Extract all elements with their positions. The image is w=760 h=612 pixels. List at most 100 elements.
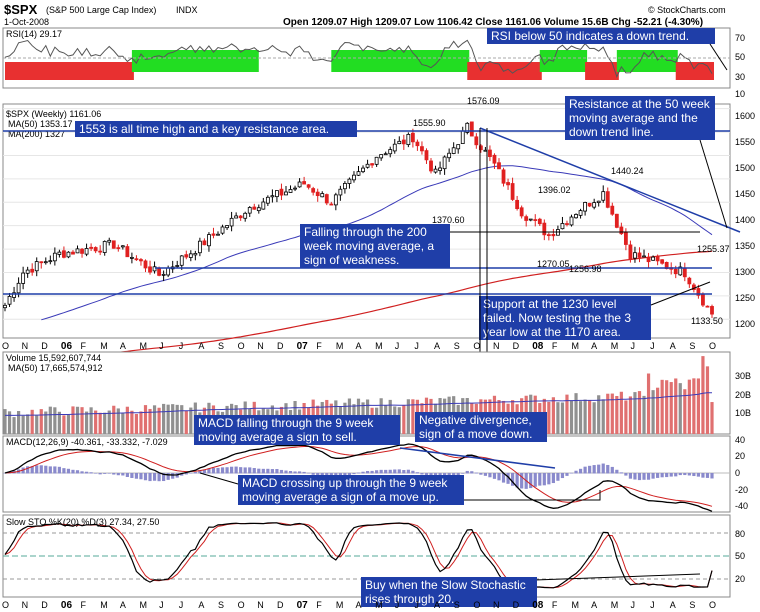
x-axis-tick-label: N: [22, 600, 29, 610]
macd-hist-bar: [402, 469, 406, 474]
candle-body: [451, 147, 456, 154]
volume-bar: [551, 397, 555, 434]
candle-body: [542, 222, 547, 236]
macd-hist-bar: [180, 473, 184, 476]
rsi-zone: [258, 50, 334, 72]
candle-body: [48, 260, 53, 263]
volume-bar: [656, 387, 660, 434]
volume-bar: [16, 411, 21, 434]
volume-bar: [26, 414, 30, 434]
x-axis-tick-label: M: [100, 341, 108, 351]
volume-bar: [166, 404, 170, 434]
candle-body: [139, 259, 143, 262]
macd-hist-bar: [461, 473, 465, 474]
volume-bar: [687, 379, 691, 434]
macd-hist-bar: [112, 473, 116, 475]
candle-body: [207, 234, 211, 247]
price-label: 1396.02: [538, 185, 571, 195]
macd-hist-bar: [48, 466, 52, 474]
x-axis-tick-label: 08: [532, 600, 544, 611]
x-axis-tick-label: S: [218, 600, 224, 610]
x-axis-tick-label: 06: [61, 600, 73, 611]
macd-hist-bar: [198, 470, 202, 474]
volume-bar: [35, 415, 39, 434]
volume-bar: [71, 406, 75, 434]
macd-buy-pointer-2: [464, 490, 601, 501]
macd-tick: 0: [735, 468, 740, 478]
macd-hist-bar: [89, 472, 93, 474]
candle-body: [574, 214, 578, 219]
macd-hist-bar: [284, 470, 288, 474]
volume-bar: [683, 389, 687, 434]
candle-body: [306, 184, 311, 188]
candle-body: [256, 207, 261, 212]
x-axis-tick-label: J: [395, 600, 400, 610]
macd-hist-bar: [569, 472, 574, 474]
sto-tick: 20: [735, 574, 745, 584]
macd-hist-bar: [642, 473, 646, 480]
macd-hist-bar: [270, 469, 274, 474]
support-annotation-wrap: Support at the 1230 level failed. Now te…: [479, 296, 651, 340]
macd-hist-bar: [601, 463, 605, 474]
x-axis-tick-label: M: [139, 341, 147, 351]
macd-hist-bar: [162, 473, 166, 482]
candle-body: [57, 251, 62, 255]
macd-hist-bar: [211, 467, 216, 474]
candle-body: [270, 195, 275, 198]
candle-body: [383, 153, 388, 156]
x-axis-tick-label: N: [22, 341, 29, 351]
macd-hist-bar: [592, 465, 596, 474]
price-label: 1440.24: [611, 166, 644, 176]
price-label: 1270.05: [537, 259, 570, 269]
candle-body: [7, 296, 12, 305]
candle-body: [188, 253, 193, 258]
volume-bar: [601, 399, 605, 434]
macd-hist-bar: [239, 467, 243, 474]
macd-hist-bar: [483, 473, 487, 476]
macd-hist-bar: [379, 469, 383, 474]
candle-body: [320, 193, 325, 198]
candle-body: [238, 215, 243, 219]
volume-bar: [152, 405, 157, 434]
candle-body: [333, 194, 338, 206]
macd-hist-bar: [628, 473, 633, 479]
candle-body: [329, 203, 334, 206]
macd-hist-bar: [669, 473, 673, 477]
volume-bar: [75, 406, 80, 434]
volume-bar: [125, 406, 129, 434]
x-axis-tick-label: N: [493, 600, 500, 610]
x-axis-tick-label: F: [552, 341, 558, 351]
candle-body: [252, 206, 257, 210]
candle-body: [216, 233, 220, 236]
volume-tick: 10B: [735, 408, 751, 418]
volume-bar: [180, 405, 184, 434]
candle-body: [465, 122, 470, 133]
volume-bar: [619, 391, 623, 434]
macd-hist-bar: [533, 473, 537, 487]
date-label: 1-Oct-2008: [4, 17, 49, 27]
candle-body: [370, 163, 374, 166]
candle-body: [184, 254, 189, 258]
volume-bar: [592, 402, 596, 434]
candle-body: [546, 234, 551, 237]
macd-hist-bar: [343, 473, 347, 477]
ohlc-readout: Open 1209.07 High 1209.07 Low 1106.42 Cl…: [283, 17, 703, 28]
sto-k-line: [4, 522, 713, 589]
macd-hist-bar: [420, 473, 424, 475]
x-axis-tick-label: O: [473, 341, 480, 351]
volume-bar: [53, 407, 57, 434]
divergence-annotation-wrap: Negative divergence, sign of a move down…: [415, 412, 547, 442]
macd-hist-bar: [606, 464, 610, 474]
x-axis-tick-label: 08: [532, 341, 544, 352]
volume-bar: [184, 410, 188, 434]
x-axis-tick-label: A: [120, 341, 126, 351]
candle-body: [166, 267, 171, 276]
macd-hist-bar: [692, 473, 696, 477]
x-axis-tick-label: J: [159, 341, 164, 351]
x-axis-tick-label: J: [630, 341, 635, 351]
x-axis-tick-label: F: [316, 600, 322, 610]
ma200-annotation-wrap: Falling through the 200 week moving aver…: [300, 224, 450, 268]
candle-body: [89, 246, 94, 249]
macd-hist-bar: [520, 473, 524, 489]
candle-body: [524, 216, 529, 221]
